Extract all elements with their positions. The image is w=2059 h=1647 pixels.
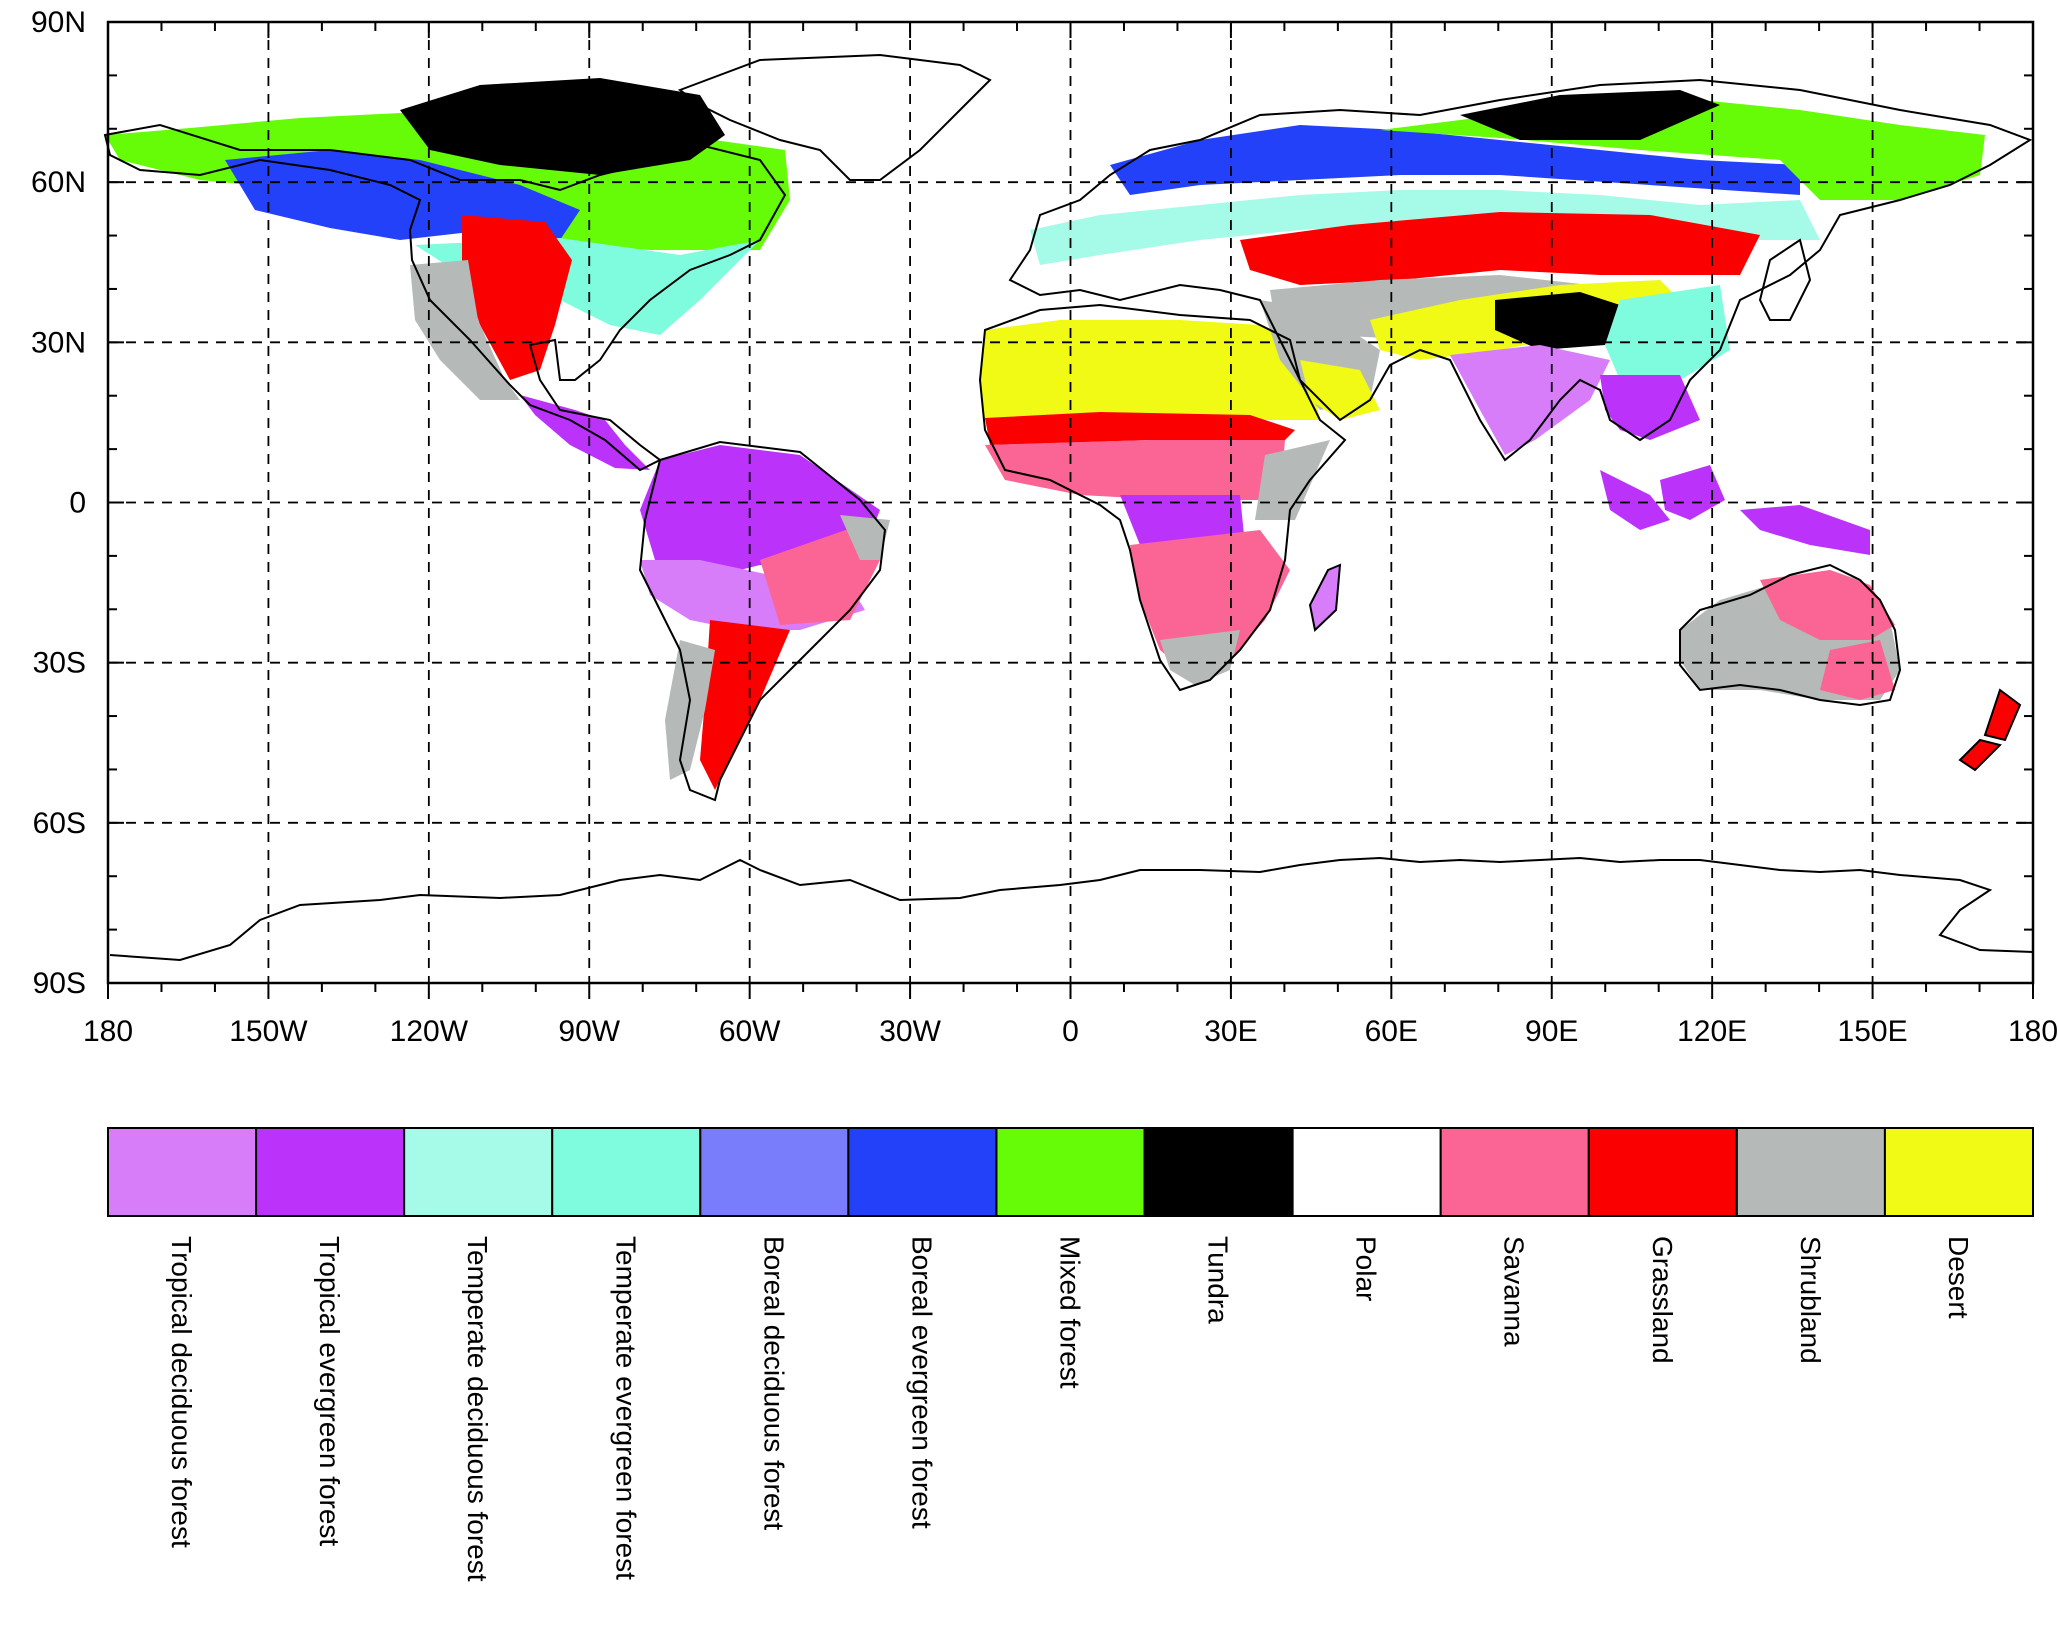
coast-madagascar [1308,563,1342,632]
region-madagascar [1310,565,1340,630]
lon-tick-label: 120W [390,1015,469,1048]
legend-swatch [699,1127,850,1217]
lon-tick-label: 30E [1204,1015,1257,1048]
region-africa-grassland [985,412,1295,445]
vegetation-regions [105,78,2020,790]
region-east-asia-temperate-evergreen [1605,285,1730,380]
legend-swatch [1439,1127,1590,1217]
lon-tick-label: 30W [879,1015,941,1048]
region-australia-savanna [1760,570,1895,700]
legend-swatch [995,1127,1146,1217]
region-sa-shrubland-south [665,640,715,780]
region-sa-shrubland [840,515,890,560]
lon-tick-label: 150E [1838,1015,1908,1048]
region-indonesia-tropical-evergreen [1600,465,1870,555]
legend-label: Shrubland [1795,1236,1826,1364]
coastlines [103,53,2034,962]
coast-greenland [677,53,992,181]
legend-swatch [403,1127,554,1217]
coast-japan [1758,238,1812,321]
region-eurasia-tundra [1460,90,1720,140]
legend-label: Tropical deciduous forest [166,1236,197,1548]
legend-swatch [847,1127,998,1217]
legend-label: Temperate evergreen forest [610,1236,641,1580]
legend-swatch [1587,1127,1738,1217]
legend-label: Savanna [1499,1236,1530,1347]
legend-label: Boreal evergreen forest [906,1236,937,1529]
lat-tick-label: 60S [33,807,86,840]
lon-tick-label: 180 [2008,1015,2058,1048]
lon-tick-label: 60W [719,1015,781,1048]
map-axes [106,20,2035,999]
legend-label: Polar [1351,1236,1382,1301]
lon-tick-label: 90E [1525,1015,1578,1048]
legend-swatch [1883,1127,2035,1217]
region-tibet-tundra [1495,292,1620,350]
legend-label: Boreal deciduous forest [758,1236,789,1530]
lon-tick-label: 90W [558,1015,620,1048]
region-se-asia-tropical-evergreen [1600,375,1700,440]
legend-label: Tropical evergreen forest [314,1236,345,1546]
coast-north-america [103,123,787,472]
lon-tick-label: 180 [83,1015,133,1048]
region-sa-savanna [760,525,880,625]
region-new-zealand [1960,690,2020,770]
region-africa-desert [980,320,1320,420]
region-na-tundra [400,78,725,175]
lat-tick-label: 30S [33,647,86,680]
lon-tick-label: 60E [1365,1015,1418,1048]
legend-swatch [1735,1127,1886,1217]
region-eurasia-temperate-deciduous [1030,190,1820,265]
coast-australia [1679,563,1902,707]
lat-tick-label: 0 [69,487,86,520]
lon-tick-label: 150W [229,1015,308,1048]
legend-label: Mixed forest [1055,1236,1086,1389]
lat-tick-label: 90S [33,967,86,1000]
legend-swatch [551,1127,702,1217]
map-tick-labels: 90N 60N 30N 0 30S 60S 90S 180 150W 120W 90W 60W 30W 0… [31,6,2058,1048]
legend-swatch [1291,1127,1442,1217]
legend-swatch [1143,1127,1294,1217]
region-eurasia-boreal-evergreen [1110,125,1800,195]
lat-lon-gridlines [108,22,2033,983]
region-arabia-desert [1300,360,1380,420]
coast-new-zealand [1958,688,2022,772]
region-africa-shrubland-east [1255,440,1330,520]
coast-antarctica [109,856,2034,962]
legend-label: Tundra [1203,1236,1234,1324]
region-na-grassland [462,215,572,380]
region-sa-grassland [700,620,790,790]
legend-swatch [107,1127,258,1217]
region-mexico-tropical [520,395,650,470]
coast-south-america [638,440,887,802]
vegetation-legend: Tropical deciduous forest Tropical evergr… [107,1127,2035,1582]
legend-label: Grassland [1647,1236,1678,1364]
lon-tick-label: 120E [1677,1015,1747,1048]
coast-africa [978,303,1347,692]
legend-swatch [255,1127,406,1217]
legend-label: Temperate deciduous forest [462,1236,493,1582]
lat-tick-label: 30N [31,326,86,359]
lon-tick-label: 0 [1062,1015,1079,1048]
coast-eurasia [1008,78,2033,462]
region-asia-grassland [1240,212,1760,285]
region-africa-savanna [985,440,1285,500]
lat-tick-label: 60N [31,166,86,199]
lat-tick-label: 90N [31,6,86,39]
legend-label: Desert [1943,1236,1974,1319]
region-india-tropical-deciduous [1450,345,1610,455]
